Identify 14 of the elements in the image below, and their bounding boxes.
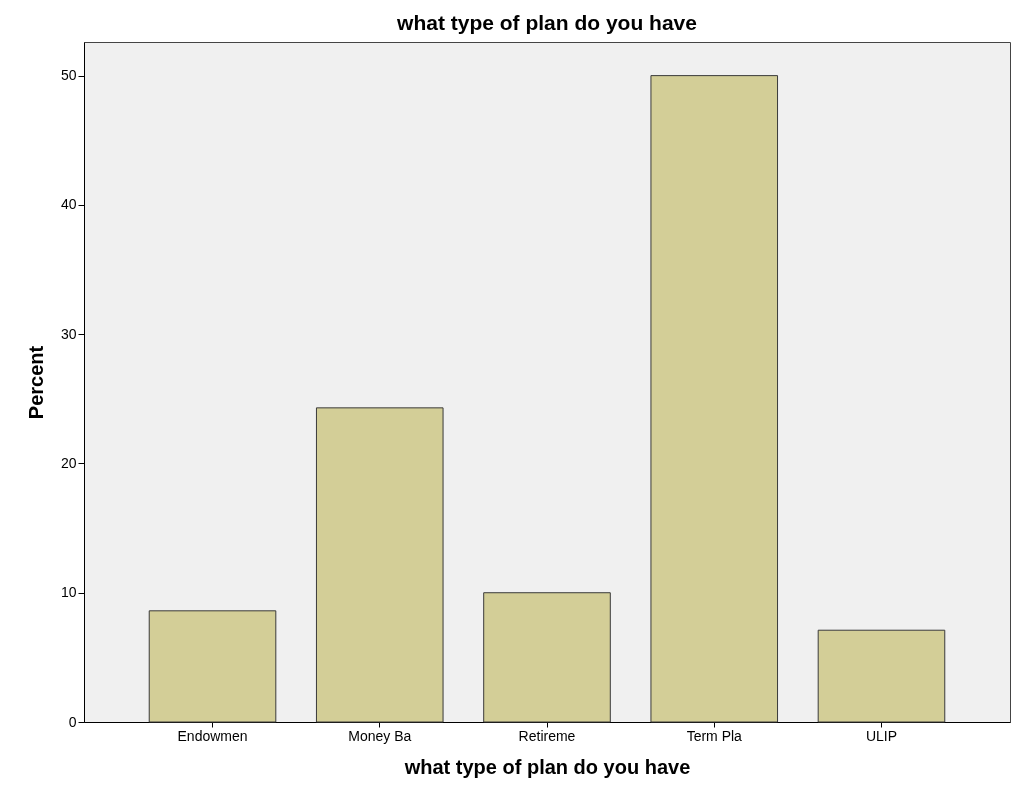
y-tick-label: 10 <box>60 584 77 601</box>
y-tick-label: 40 <box>60 196 77 213</box>
x-tick-label: Money Ba <box>348 727 412 744</box>
y-tick-label: 0 <box>68 713 77 730</box>
x-tick-label: ULIP <box>865 727 898 744</box>
x-tick-label: Endowmen <box>177 727 248 744</box>
x-tick-label: Term Pla <box>686 727 743 744</box>
chart-title: what type of plan do you have <box>396 11 697 34</box>
y-tick-label: 30 <box>60 325 77 342</box>
x-axis-title: what type of plan do you have <box>403 755 691 778</box>
x-tick-label: Retireme <box>518 727 576 744</box>
y-tick-label: 20 <box>60 454 77 471</box>
y-tick-label: 50 <box>60 67 77 84</box>
y-axis-title: Percent <box>24 345 47 420</box>
